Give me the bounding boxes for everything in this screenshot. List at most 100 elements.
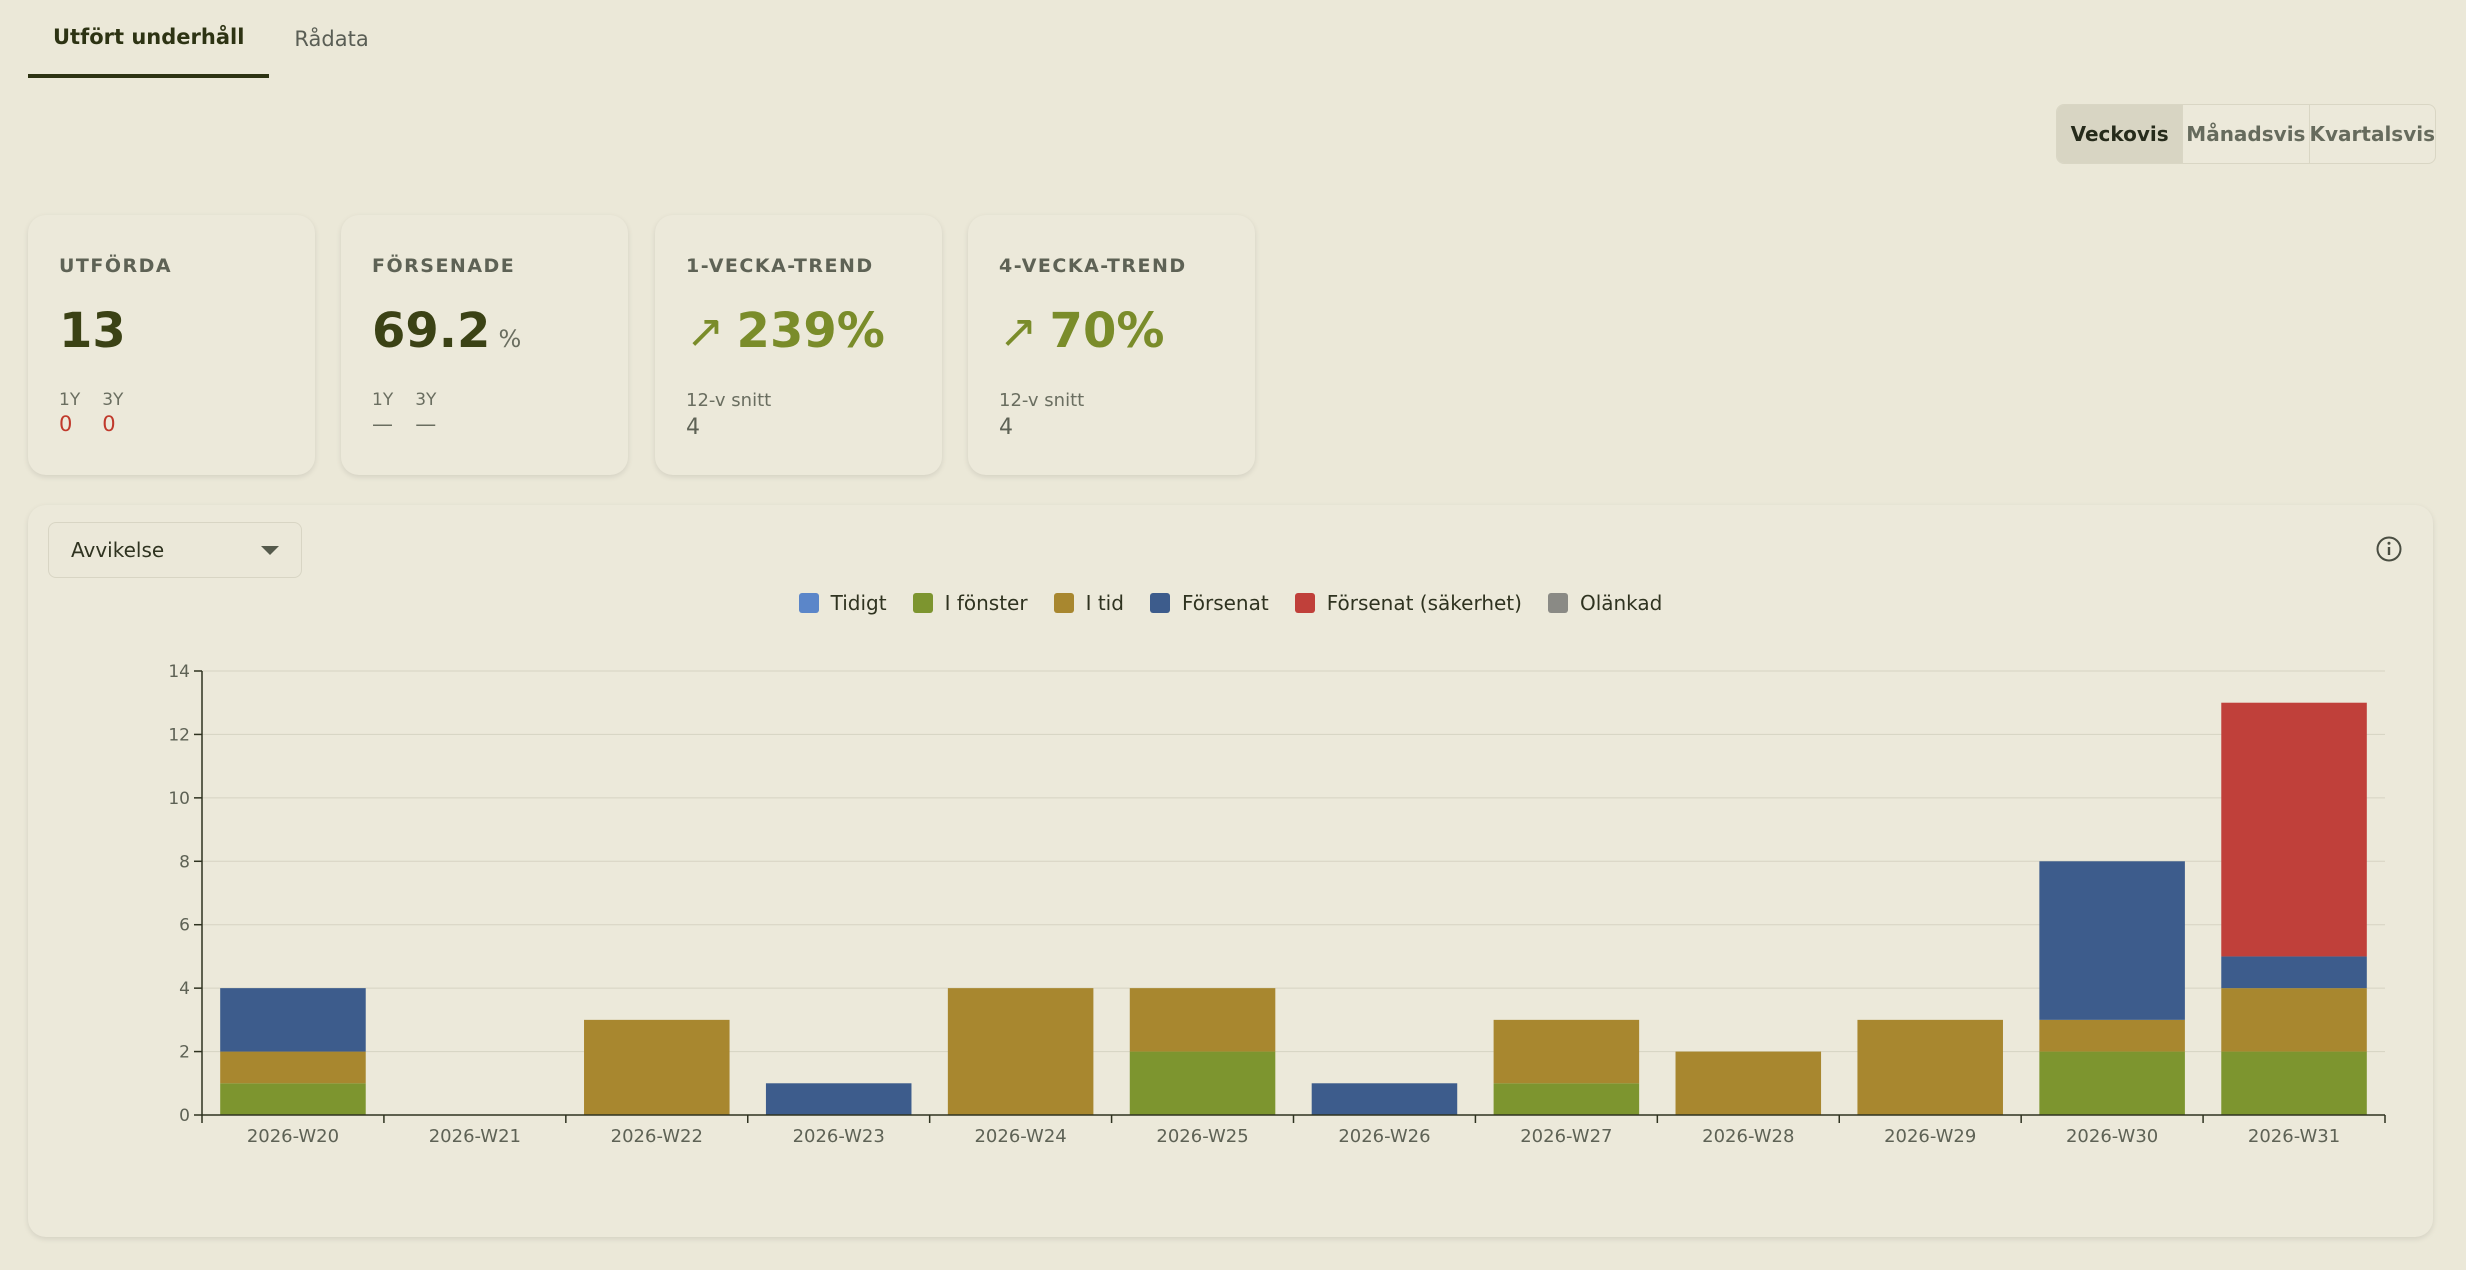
legend-swatch	[798, 593, 819, 613]
legend-item[interactable]: Försenat	[1149, 591, 1269, 615]
x-tick-label: 2026-W26	[1338, 1126, 1430, 1147]
kpi-card-4-week-trend: 4-VECKA-TREND ↗ 70% 12-v snitt 4	[968, 215, 1255, 475]
kpi-history: 1Y 0 3Y 0	[59, 390, 123, 436]
bar-segment	[2221, 702, 2367, 957]
legend-label: Olänkad	[1579, 591, 1663, 615]
legend-item[interactable]: Tidigt	[798, 591, 887, 615]
period-quarterly-button[interactable]: Kvartalsvis	[2308, 105, 2435, 163]
x-tick-label: 2026-W24	[974, 1126, 1066, 1147]
bar-segment	[765, 1083, 912, 1115]
average-value: 4	[686, 415, 700, 440]
kpi-card-forsenade: FÖRSENADE 69.2% 1Y — 3Y —	[341, 215, 628, 475]
tab-utfort-underhall[interactable]: Utfört underhåll	[28, 0, 270, 78]
legend-swatch	[912, 593, 933, 613]
history-3y-value: 0	[102, 412, 116, 436]
y-tick-label: 4	[179, 979, 190, 999]
legend-label: Försenat	[1181, 591, 1269, 615]
bar-segment	[1857, 1019, 2003, 1115]
tab-bar: Utfört underhåll Rådata	[28, 0, 394, 78]
x-tick-label: 2026-W31	[2248, 1126, 2340, 1147]
history-3y-value: —	[415, 412, 437, 436]
kpi-number: 70%	[1049, 303, 1165, 359]
period-weekly-button[interactable]: Veckovis	[2057, 105, 2183, 163]
kpi-value: 13	[59, 303, 126, 359]
legend-item[interactable]: I tid	[1053, 591, 1124, 615]
history-1y-value: —	[372, 412, 393, 436]
history-1y-label: 1Y	[59, 390, 81, 410]
x-tick-label: 2026-W20	[247, 1126, 339, 1147]
y-tick-label: 12	[168, 725, 190, 745]
legend-item[interactable]: Försenat (säkerhet)	[1294, 591, 1522, 615]
bar-segment	[2221, 1051, 2367, 1115]
bar-segment	[1675, 1051, 1822, 1115]
average-value: 4	[999, 415, 1013, 440]
history-1y-label: 1Y	[372, 390, 394, 410]
legend-label: Tidigt	[830, 591, 887, 615]
kpi-average: 12-v snitt 4	[999, 390, 1084, 440]
legend-item[interactable]: Olänkad	[1547, 591, 1663, 615]
kpi-average: 12-v snitt 4	[686, 390, 771, 440]
y-tick-label: 8	[179, 852, 190, 872]
legend-label: I tid	[1085, 591, 1124, 615]
bar-segment	[220, 1083, 366, 1115]
bar-segment	[1493, 1083, 1640, 1115]
y-tick-label: 2	[179, 1043, 190, 1063]
kpi-card-1-week-trend: 1-VECKA-TREND ↗ 239% 12-v snitt 4	[655, 215, 942, 475]
kpi-value: ↗ 239%	[686, 303, 885, 359]
kpi-unit: %	[498, 325, 522, 353]
legend-item[interactable]: I fönster	[912, 591, 1028, 615]
history-3y-label: 3Y	[102, 390, 124, 410]
average-label: 12-v snitt	[999, 390, 1085, 411]
y-tick-label: 6	[179, 916, 190, 936]
bar-segment	[1311, 1083, 1458, 1115]
tab-radata[interactable]: Rådata	[294, 27, 369, 51]
legend-label: Försenat (säkerhet)	[1326, 591, 1522, 615]
trend-up-arrow-icon: ↗	[999, 304, 1038, 358]
x-tick-label: 2026-W25	[1156, 1126, 1248, 1147]
kpi-label: 1-VECKA-TREND	[686, 255, 874, 277]
kpi-history: 1Y — 3Y —	[372, 390, 436, 436]
kpi-card-utforda: UTFÖRDA 13 1Y 0 3Y 0	[28, 215, 315, 475]
legend-label: I fönster	[944, 591, 1028, 615]
bar-segment	[2221, 988, 2367, 1052]
y-tick-label: 10	[168, 789, 190, 809]
bar-segment	[220, 1051, 366, 1084]
bar-segment	[2039, 1019, 2185, 1052]
period-toggle: Veckovis Månadsvis Kvartalsvis	[2056, 104, 2436, 164]
kpi-label: UTFÖRDA	[59, 255, 173, 277]
chevron-down-icon	[261, 545, 279, 555]
info-circle-icon[interactable]	[2375, 535, 2403, 563]
x-tick-label: 2026-W30	[2066, 1126, 2158, 1147]
bar-segment	[2039, 1051, 2185, 1115]
kpi-number: 69.2	[372, 303, 491, 359]
x-tick-label: 2026-W21	[429, 1126, 521, 1147]
period-monthly-button[interactable]: Månadsvis	[2182, 105, 2308, 163]
legend-swatch	[1053, 593, 1074, 613]
bar-segment	[584, 1019, 730, 1115]
bar-segment	[2221, 956, 2367, 989]
bar-segment	[220, 988, 366, 1052]
bar-segment	[947, 988, 1094, 1115]
bar-segment	[1129, 988, 1276, 1052]
kpi-value: ↗ 70%	[999, 303, 1164, 359]
x-tick-label: 2026-W23	[793, 1126, 885, 1147]
average-label: 12-v snitt	[686, 390, 772, 411]
x-tick-label: 2026-W28	[1702, 1126, 1794, 1147]
kpi-number: 13	[59, 303, 126, 359]
metric-select-value: Avvikelse	[71, 538, 165, 562]
history-3y-label: 3Y	[415, 390, 437, 410]
bar-segment	[2039, 861, 2185, 1020]
metric-select[interactable]: Avvikelse	[48, 522, 302, 578]
x-tick-label: 2026-W22	[611, 1126, 703, 1147]
kpi-label: 4-VECKA-TREND	[999, 255, 1187, 277]
x-tick-label: 2026-W27	[1520, 1126, 1612, 1147]
legend-swatch	[1547, 593, 1568, 613]
trend-up-arrow-icon: ↗	[686, 304, 725, 358]
x-tick-label: 2026-W29	[1884, 1126, 1976, 1147]
legend-swatch	[1294, 593, 1315, 613]
y-tick-label: 0	[179, 1106, 190, 1126]
bar-segment	[1129, 1051, 1276, 1115]
bar-segment	[1493, 1019, 1640, 1084]
kpi-value: 69.2%	[372, 303, 521, 359]
